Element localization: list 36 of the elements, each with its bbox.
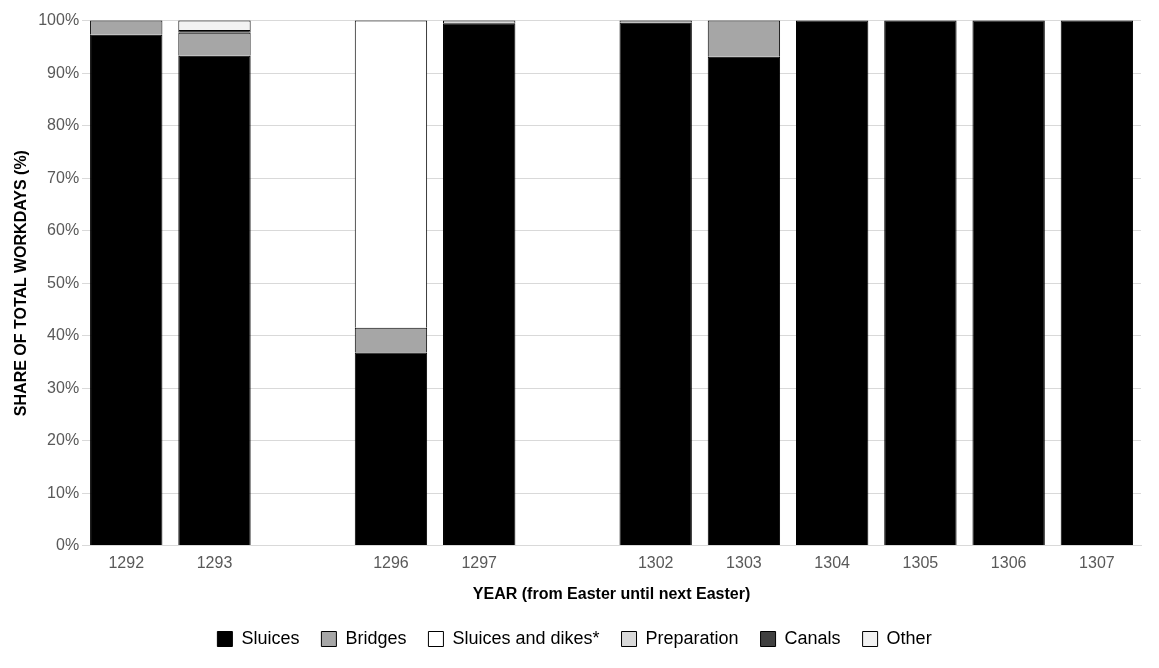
x-tick-label: 1306 bbox=[990, 553, 1027, 571]
y-tick-label: 0% bbox=[56, 536, 80, 554]
y-tick-label: 10% bbox=[47, 483, 80, 501]
y-tick-label: 40% bbox=[47, 326, 80, 344]
x-tick-label: 1297 bbox=[461, 553, 498, 571]
y-tick-label: 90% bbox=[47, 63, 80, 81]
legend-label: Sluices bbox=[241, 627, 300, 648]
y-tick-label: 100% bbox=[38, 11, 80, 29]
legend-label: Canals bbox=[784, 627, 841, 648]
y-tick-label: 70% bbox=[47, 168, 80, 186]
y-tick-label: 80% bbox=[47, 116, 80, 134]
x-tick-label: 1296 bbox=[373, 553, 409, 571]
bar bbox=[884, 20, 957, 546]
y-tick-label: 60% bbox=[47, 221, 80, 239]
x-tick-label: 1293 bbox=[196, 553, 233, 571]
x-tick-label: 1307 bbox=[1079, 553, 1115, 571]
bar bbox=[178, 55, 251, 546]
bar bbox=[443, 23, 516, 546]
x-tick-label: 1292 bbox=[108, 553, 145, 571]
legend-label: Other bbox=[886, 627, 932, 648]
bar bbox=[972, 20, 1045, 546]
x-tick-label: 1303 bbox=[726, 553, 762, 571]
bar bbox=[1060, 20, 1134, 546]
y-axis-title: SHARE OF TOTAL WORKDAYS (%) bbox=[12, 150, 30, 417]
x-tick-label: 1302 bbox=[637, 553, 674, 571]
y-tick-label: 30% bbox=[47, 378, 80, 396]
bar bbox=[619, 22, 692, 546]
legend-label: Bridges bbox=[345, 627, 407, 648]
bar bbox=[795, 20, 869, 546]
y-tick-label: 20% bbox=[47, 431, 80, 449]
x-tick-label: 1305 bbox=[902, 553, 939, 571]
legend-label: Sluices and dikes* bbox=[452, 627, 600, 648]
legend-label: Preparation bbox=[645, 627, 739, 648]
x-tick-label: 1304 bbox=[814, 553, 851, 571]
y-tick-label: 50% bbox=[47, 273, 80, 291]
x-axis-title: YEAR (from Easter until next Easter) bbox=[472, 584, 751, 602]
